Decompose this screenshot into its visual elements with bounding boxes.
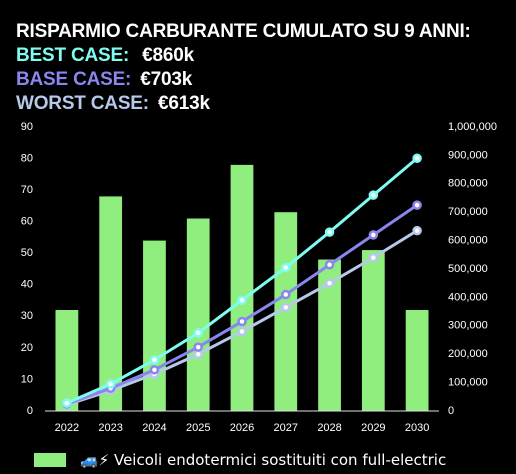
line-point xyxy=(412,200,422,210)
line-point xyxy=(412,225,422,236)
line-point xyxy=(149,365,160,375)
x-axis-tick-label: 2024 xyxy=(142,422,166,434)
right-axis-tick-label: 300,000 xyxy=(448,320,488,332)
bar xyxy=(361,250,385,411)
line-point xyxy=(324,227,335,237)
right-axis-tick-label: 500,000 xyxy=(448,263,488,275)
x-axis-tick-label: 2028 xyxy=(317,422,341,434)
bar xyxy=(405,310,429,411)
left-axis-tick-label: 20 xyxy=(21,342,33,354)
line-point xyxy=(281,262,291,273)
bar xyxy=(55,310,79,411)
bar xyxy=(230,164,254,411)
left-axis-tick-label: 50 xyxy=(21,247,33,259)
bar xyxy=(99,196,123,411)
x-axis-tick-label: 2022 xyxy=(55,422,79,434)
bar xyxy=(143,240,166,411)
chart-headline: RISPARMIO CARBURANTE CUMULATO SU 9 ANNI:… xyxy=(16,20,471,116)
x-axis-tick-label: 2029 xyxy=(361,422,385,434)
line-point xyxy=(412,153,422,163)
left-axis-tick-label: 80 xyxy=(21,152,33,164)
x-axis-tick-label: 2023 xyxy=(98,422,122,434)
line-point xyxy=(368,252,379,263)
right-axis-tick-label: 100,000 xyxy=(448,377,488,389)
line-point xyxy=(237,326,247,337)
best-case-label: BEST CASE: xyxy=(16,45,130,66)
line-point xyxy=(193,328,203,338)
right-axis-tick-label: 800,000 xyxy=(448,178,488,190)
line-point xyxy=(281,302,291,313)
legend-swatch xyxy=(34,453,66,467)
left-axis-tick-label: 90 xyxy=(21,121,33,133)
x-axis-tick-label: 2030 xyxy=(405,422,429,434)
left-axis-tick-label: 40 xyxy=(21,279,33,291)
x-axis-tick-label: 2026 xyxy=(230,422,254,434)
left-axis-tick-label: 70 xyxy=(21,184,33,196)
left-axis-tick-label: 0 xyxy=(27,405,33,417)
best-case-value: €860k xyxy=(142,45,195,66)
left-axis-tick-label: 60 xyxy=(21,216,33,228)
right-axis-tick-label: 700,000 xyxy=(448,206,488,218)
x-axis-tick-label: 2025 xyxy=(186,422,210,434)
left-axis-tick-label: 30 xyxy=(21,310,33,322)
line-point xyxy=(237,316,247,327)
line-point xyxy=(324,259,335,270)
bar xyxy=(318,259,341,411)
worst-case-value: €613k xyxy=(158,93,210,114)
best-case-line: BEST CASE: €860k xyxy=(16,44,471,68)
base-case-value: €703k xyxy=(140,69,193,90)
line-point xyxy=(324,278,335,288)
base-case-label: BASE CASE: xyxy=(16,69,132,90)
chart-title: RISPARMIO CARBURANTE CUMULATO SU 9 ANNI: xyxy=(16,21,471,42)
right-axis-tick-label: 1,000,000 xyxy=(448,121,497,133)
right-axis-tick-label: 600,000 xyxy=(448,235,488,247)
worst-case-label: WORST CASE: xyxy=(16,93,149,114)
line-point xyxy=(368,230,379,240)
line-point xyxy=(368,190,379,200)
bar xyxy=(186,218,210,411)
line-point xyxy=(149,355,160,365)
chart-legend[interactable]: 🚙⚡ Veicoli endotermici sostituiti con fu… xyxy=(34,450,446,470)
right-axis-tick-label: 400,000 xyxy=(448,291,488,303)
right-axis-tick-label: 0 xyxy=(448,405,454,417)
line-point xyxy=(62,398,72,408)
left-axis-tick-label: 10 xyxy=(21,373,33,385)
right-axis-tick-label: 900,000 xyxy=(448,149,488,161)
x-axis-tick-label: 2027 xyxy=(274,422,298,434)
right-axis-tick-label: 200,000 xyxy=(448,348,488,360)
line-point xyxy=(193,342,203,352)
base-case-line: BASE CASE: €703k xyxy=(16,68,471,92)
worst-case-line: WORST CASE: €613k xyxy=(16,92,471,116)
line-point xyxy=(281,289,291,300)
line-point xyxy=(105,379,116,389)
line-point xyxy=(237,295,247,305)
legend-label: 🚙⚡ Veicoli endotermici sostituiti con fu… xyxy=(80,451,447,469)
